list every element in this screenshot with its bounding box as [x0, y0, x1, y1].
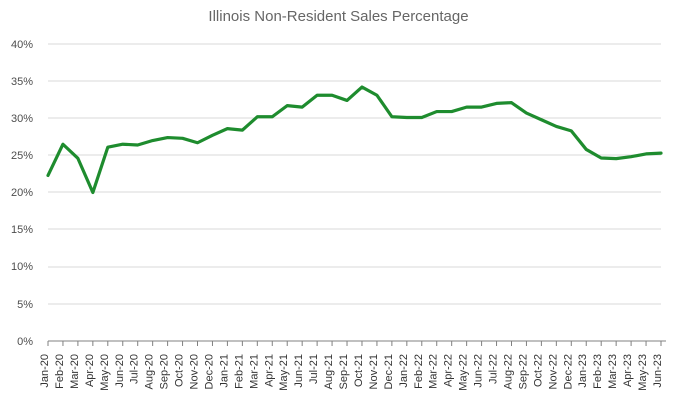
svg-text:Jan-23: Jan-23	[577, 354, 589, 388]
svg-text:Mar-23: Mar-23	[607, 354, 619, 389]
svg-text:Jan-20: Jan-20	[39, 354, 51, 388]
svg-text:25%: 25%	[11, 150, 33, 162]
svg-text:Dec-22: Dec-22	[562, 354, 574, 389]
svg-text:Jun-22: Jun-22	[473, 354, 485, 388]
svg-text:Aug-21: Aug-21	[323, 354, 335, 389]
svg-text:Sep-21: Sep-21	[338, 354, 350, 389]
svg-text:Feb-20: Feb-20	[54, 354, 66, 389]
svg-text:Dec-21: Dec-21	[383, 354, 395, 389]
svg-text:Sep-20: Sep-20	[159, 354, 171, 389]
svg-text:Apr-23: Apr-23	[622, 354, 634, 387]
svg-text:Jun-21: Jun-21	[293, 354, 305, 388]
svg-text:Aug-22: Aug-22	[502, 354, 514, 389]
svg-text:40%: 40%	[11, 39, 33, 51]
svg-text:5%: 5%	[17, 299, 33, 311]
svg-text:Feb-21: Feb-21	[233, 354, 245, 389]
svg-text:Jun-23: Jun-23	[652, 354, 664, 388]
svg-text:Feb-23: Feb-23	[592, 354, 604, 389]
svg-text:Jun-20: Jun-20	[114, 354, 126, 388]
svg-text:May-23: May-23	[637, 354, 649, 391]
svg-text:Oct-21: Oct-21	[353, 354, 365, 387]
svg-text:Mar-21: Mar-21	[248, 354, 260, 389]
svg-text:Dec-20: Dec-20	[203, 354, 215, 389]
svg-text:Mar-20: Mar-20	[69, 354, 81, 389]
svg-text:Nov-22: Nov-22	[547, 354, 559, 389]
svg-text:Oct-22: Oct-22	[532, 354, 544, 387]
svg-text:Apr-20: Apr-20	[84, 354, 96, 387]
svg-text:20%: 20%	[11, 187, 33, 199]
svg-text:Feb-22: Feb-22	[413, 354, 425, 389]
svg-text:Jan-22: Jan-22	[398, 354, 410, 388]
svg-text:Mar-22: Mar-22	[428, 354, 440, 389]
svg-text:Jul-22: Jul-22	[488, 354, 500, 384]
svg-text:Nov-21: Nov-21	[368, 354, 380, 389]
svg-text:Jul-20: Jul-20	[129, 354, 141, 384]
svg-text:35%: 35%	[11, 76, 33, 88]
svg-text:15%: 15%	[11, 224, 33, 236]
svg-text:May-21: May-21	[278, 354, 290, 391]
svg-text:Nov-20: Nov-20	[189, 354, 201, 389]
svg-text:Oct-20: Oct-20	[174, 354, 186, 387]
svg-text:Sep-22: Sep-22	[517, 354, 529, 389]
svg-text:10%: 10%	[11, 261, 33, 273]
svg-text:Apr-21: Apr-21	[263, 354, 275, 387]
svg-text:0%: 0%	[17, 336, 33, 348]
svg-text:Aug-20: Aug-20	[144, 354, 156, 389]
svg-text:Jan-21: Jan-21	[218, 354, 230, 388]
svg-text:May-20: May-20	[99, 354, 111, 391]
svg-text:30%: 30%	[11, 113, 33, 125]
svg-text:Apr-22: Apr-22	[443, 354, 455, 387]
svg-text:May-22: May-22	[458, 354, 470, 391]
svg-text:Jul-21: Jul-21	[308, 354, 320, 384]
